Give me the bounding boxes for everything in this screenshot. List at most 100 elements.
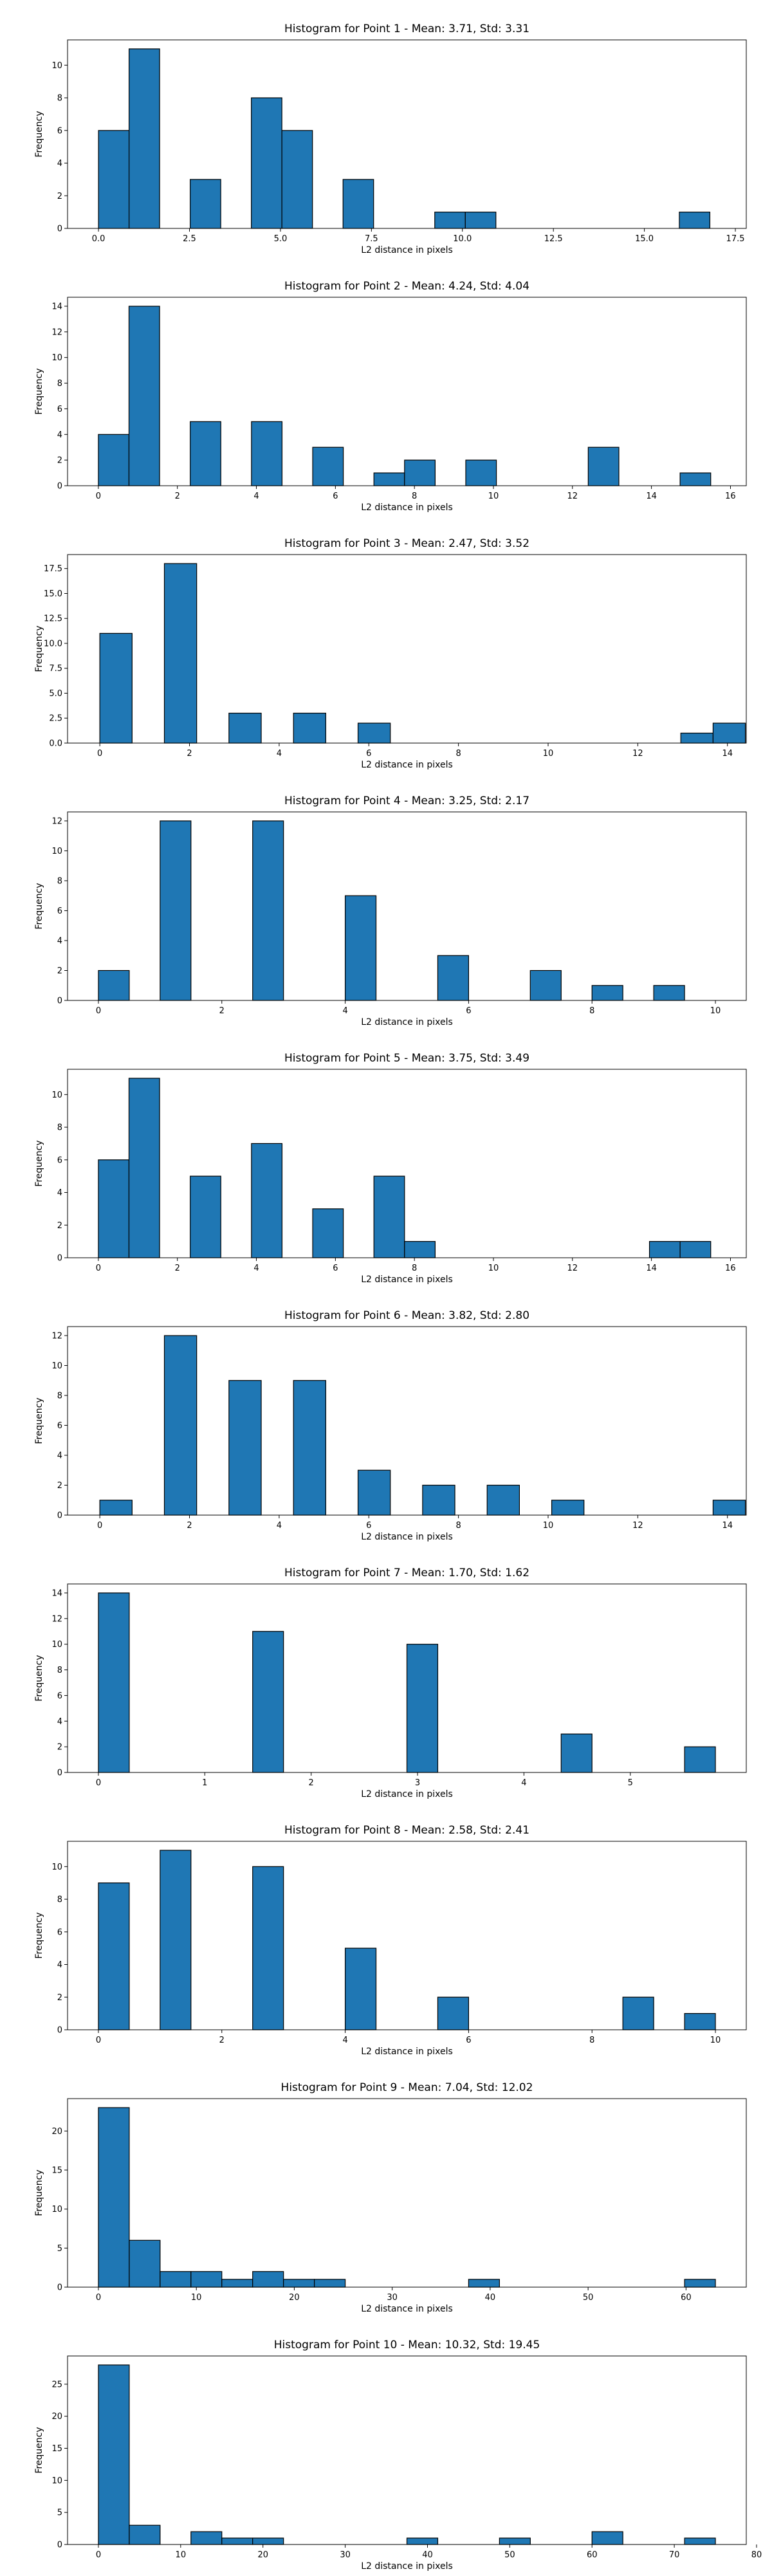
histogram-bar [679, 212, 711, 229]
axes-frame [67, 811, 747, 1001]
x-tick-label: 14 [646, 492, 657, 501]
histogram-bar [464, 212, 497, 229]
x-tick-label: 60 [587, 2550, 598, 2560]
x-tick-label: 6 [333, 492, 338, 501]
histogram-bar [679, 472, 712, 486]
histogram-bar [314, 2279, 346, 2288]
x-tick-label: 60 [681, 2293, 692, 2303]
y-tick-label: 4 [57, 936, 62, 946]
x-tick-label: 10 [710, 2036, 721, 2045]
x-tick-label: 2 [175, 1264, 180, 1273]
histogram-svg-7: Histogram for Point 7 - Mean: 1.70, Std:… [34, 1567, 747, 1799]
y-tick-label: 14 [51, 302, 62, 311]
x-tick-label: 0 [96, 2293, 101, 2303]
x-tick-label: 4 [342, 1006, 347, 1016]
x-axis-label: L2 distance in pixels [361, 760, 453, 770]
x-tick-label: 10 [191, 2293, 202, 2303]
histogram-bar [468, 2279, 500, 2288]
x-tick-label: 12 [632, 749, 643, 759]
y-tick-label: 0 [57, 1769, 62, 1778]
x-tick-label: 5.0 [274, 234, 288, 244]
histogram-bar [293, 1380, 326, 1516]
y-tick-label: 10 [51, 847, 62, 856]
histogram-panel-7: Histogram for Point 7 - Mean: 1.70, Std:… [0, 1544, 772, 1801]
axes-frame [67, 554, 747, 744]
x-tick-label: 20 [289, 2293, 300, 2303]
histogram-bar [163, 563, 198, 744]
x-tick-label: 8 [455, 749, 461, 759]
y-tick-label: 10 [51, 1640, 62, 1650]
x-tick-label: 17.5 [726, 234, 745, 244]
histogram-bar [344, 895, 377, 1001]
x-tick-label: 14 [722, 749, 733, 759]
x-tick-label: 4 [253, 1264, 259, 1273]
y-tick-label: 8 [57, 1123, 62, 1133]
chart-title: Histogram for Point 5 - Mean: 3.75, Std:… [284, 1052, 529, 1065]
histogram-bar [591, 985, 623, 1001]
histogram-bar [591, 2531, 623, 2545]
histogram-bar [283, 2279, 315, 2288]
y-tick-label: 5 [57, 2244, 62, 2254]
histogram-bar [684, 2537, 716, 2545]
histogram-panel-8: Histogram for Point 8 - Mean: 2.58, Std:… [0, 1801, 772, 2059]
x-axis-label: L2 distance in pixels [361, 2047, 453, 2057]
histogram-svg-2: Histogram for Point 2 - Mean: 4.24, Std:… [34, 280, 747, 513]
histogram-bar [98, 2107, 130, 2288]
histogram-bar [228, 712, 262, 744]
y-tick-label: 5 [57, 2508, 62, 2518]
y-tick-label: 0 [57, 1511, 62, 1521]
histogram-bar [406, 1644, 439, 1773]
x-tick-label: 6 [466, 1006, 471, 1016]
y-tick-label: 10 [51, 1361, 62, 1371]
histogram-bar [437, 955, 470, 1001]
histogram-bar [281, 130, 313, 229]
histogram-bar [373, 1175, 405, 1258]
y-tick-label: 4 [57, 1451, 62, 1460]
y-tick-label: 15 [51, 2444, 62, 2454]
bars-group [99, 563, 746, 744]
histogram-bar [712, 1500, 746, 1516]
x-tick-label: 0 [96, 1006, 101, 1016]
bars-group [98, 1592, 716, 1773]
axes-frame [67, 39, 747, 229]
x-axis-label: L2 distance in pixels [361, 2304, 453, 2314]
x-tick-label: 14 [646, 1264, 657, 1273]
histogram-bar [499, 2537, 531, 2545]
chart-title: Histogram for Point 7 - Mean: 1.70, Std:… [284, 1567, 529, 1579]
y-tick-label: 4 [57, 430, 62, 440]
axes-frame [67, 1583, 747, 1773]
y-axis-label: Frequency [34, 883, 44, 929]
x-tick-label: 6 [333, 1264, 338, 1273]
histogram-bar [342, 179, 374, 229]
histogram-bar [163, 1335, 198, 1516]
x-tick-label: 30 [387, 2293, 398, 2303]
x-axis-label: L2 distance in pixels [361, 1789, 453, 1799]
x-axis-label: L2 distance in pixels [361, 1532, 453, 1542]
y-tick-label: 4 [57, 1960, 62, 1970]
x-axis-label: L2 distance in pixels [361, 502, 453, 513]
bars-group [98, 1850, 716, 2030]
x-tick-label: 8 [412, 492, 417, 501]
y-tick-label: 6 [57, 405, 62, 414]
bars-group [98, 2107, 716, 2288]
histogram-bar [128, 306, 160, 486]
histogram-bar [252, 820, 284, 1001]
x-tick-label: 2 [187, 1521, 192, 1531]
x-tick-label: 30 [340, 2550, 351, 2560]
histogram-panel-6: Histogram for Point 6 - Mean: 3.82, Std:… [0, 1287, 772, 1544]
histogram-svg-6: Histogram for Point 6 - Mean: 3.82, Std:… [34, 1309, 747, 1542]
axes-frame [67, 1326, 747, 1516]
histogram-panel-2: Histogram for Point 2 - Mean: 4.24, Std:… [0, 257, 772, 515]
histogram-svg-10: Histogram for Point 10 - Mean: 10.32, St… [34, 2339, 762, 2571]
histogram-svg-9: Histogram for Point 9 - Mean: 7.04, Std:… [34, 2081, 747, 2314]
x-tick-label: 10 [176, 2550, 187, 2560]
x-tick-label: 5 [628, 1778, 633, 1788]
x-tick-label: 2 [187, 749, 192, 759]
histogram-panel-9: Histogram for Point 9 - Mean: 7.04, Std:… [0, 2059, 772, 2316]
x-tick-label: 12 [567, 492, 578, 501]
y-tick-label: 12.5 [44, 614, 62, 624]
x-axis-label: L2 distance in pixels [361, 1017, 453, 1027]
x-tick-label: 0 [96, 2036, 101, 2045]
histogram-bar [98, 970, 130, 1001]
